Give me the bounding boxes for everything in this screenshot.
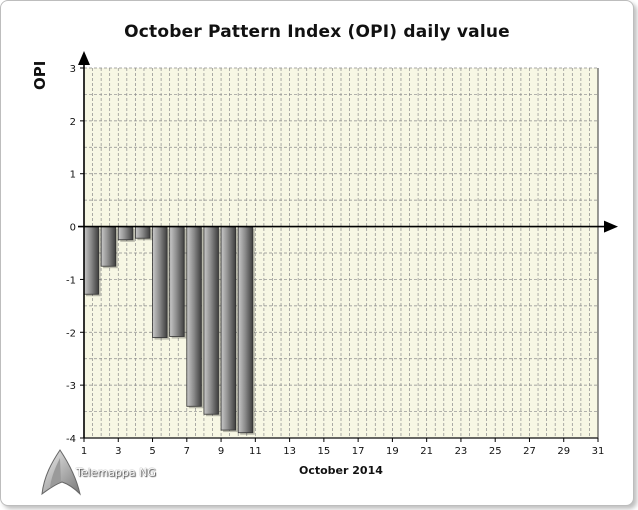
y-tick-label: 2 xyxy=(70,117,76,128)
chart-title: October Pattern Index (OPI) daily value xyxy=(124,22,510,42)
x-tick-label: 5 xyxy=(149,446,155,457)
bar xyxy=(152,226,168,338)
x-tick-label: 7 xyxy=(184,446,190,457)
x-axis-label: October 2014 xyxy=(299,464,383,477)
bar xyxy=(134,226,151,239)
y-tick-label: -3 xyxy=(66,381,76,392)
x-tick-label: 11 xyxy=(249,446,262,457)
x-tick-label: 27 xyxy=(523,446,536,457)
bar xyxy=(83,226,99,295)
x-tick-label: 19 xyxy=(386,446,399,457)
bar xyxy=(220,226,237,431)
bar xyxy=(203,226,219,415)
brand-name: Telemappa NG xyxy=(76,466,156,479)
x-tick-label: 9 xyxy=(218,446,224,457)
x-tick-label: 3 xyxy=(115,446,121,457)
y-tick-label: -4 xyxy=(66,434,76,445)
x-tick-label: 23 xyxy=(455,446,468,457)
y-tick-label: -2 xyxy=(66,328,76,339)
x-tick-label: 15 xyxy=(317,446,330,457)
x-tick-label: 13 xyxy=(283,446,296,457)
bar xyxy=(237,226,254,434)
x-tick-label: 21 xyxy=(420,446,433,457)
y-tick-label: -1 xyxy=(66,275,76,286)
y-tick-label: 0 xyxy=(70,223,76,234)
x-tick-label: 29 xyxy=(557,446,570,457)
bar xyxy=(169,226,185,337)
x-tick-label: 31 xyxy=(592,446,605,457)
x-tick-label: 17 xyxy=(352,446,365,457)
telemappa-logo xyxy=(41,449,81,496)
x-tick-label: 25 xyxy=(489,446,502,457)
x-axis-arrow xyxy=(604,220,618,233)
y-tick-label: 3 xyxy=(70,64,76,75)
y-axis-arrow xyxy=(78,51,90,65)
x-tick-label: 1 xyxy=(81,446,87,457)
bar xyxy=(117,226,134,241)
bar xyxy=(186,226,202,407)
bar xyxy=(100,226,117,267)
y-tick-label: 1 xyxy=(70,170,76,181)
